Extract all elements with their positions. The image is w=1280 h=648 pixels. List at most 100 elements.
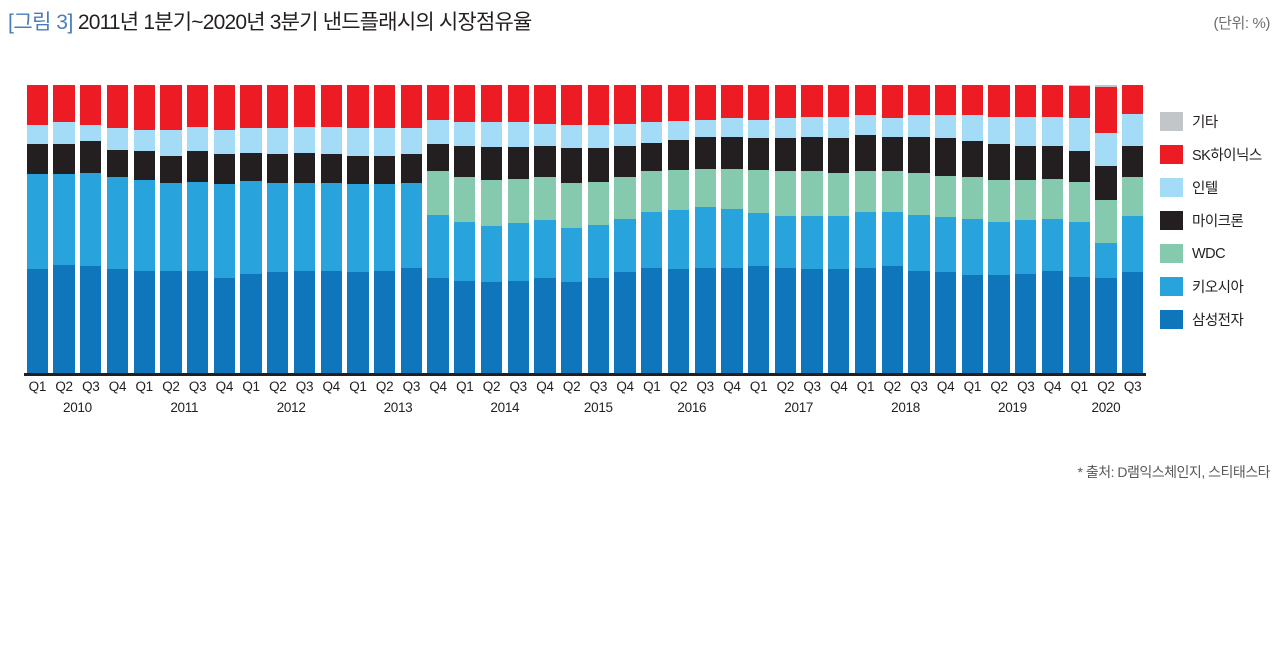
bar-segment [881, 136, 903, 172]
x-axis-quarter-tick: Q3 [589, 379, 608, 394]
bar-segment [747, 170, 770, 214]
bar-segment [1068, 86, 1090, 119]
bar-column [721, 85, 743, 373]
bar-segment [347, 128, 369, 156]
bar-segment [427, 85, 449, 120]
bar-segment [961, 115, 984, 142]
bar-segment [427, 144, 449, 172]
x-axis-quarter-tick: Q2 [55, 379, 73, 394]
bar-segment [934, 85, 957, 116]
x-axis-quarter-tick: Q4 [830, 379, 848, 394]
bar-segment [694, 119, 716, 137]
x-axis-quarter-tick: Q4 [536, 379, 554, 394]
bar-segment [774, 118, 797, 139]
bar-segment [1041, 85, 1064, 117]
bar-segment [961, 218, 984, 276]
x-axis-quarter-tick: Q2 [482, 379, 501, 394]
bar-segment [534, 220, 556, 278]
bar-segment [80, 85, 102, 126]
bar-segment [614, 177, 636, 219]
bar-segment [1068, 151, 1090, 182]
x-axis-quarter-tick: Q4 [429, 379, 447, 394]
x-axis-quarter-tick: Q1 [242, 379, 260, 394]
bar-column [934, 85, 957, 373]
bar-segment [373, 270, 396, 373]
bar-segment [694, 85, 716, 120]
bar-segment [721, 85, 743, 119]
bar-segment [53, 85, 75, 123]
bar-segment [614, 85, 636, 124]
bar-segment [320, 126, 342, 155]
legend-swatch-icon [1160, 145, 1183, 164]
bar-segment [80, 125, 102, 142]
bar-segment [828, 85, 850, 117]
bar-segment [774, 171, 797, 217]
bar-segment [213, 154, 236, 185]
legend-item[interactable]: 마이크론 [1160, 204, 1280, 237]
bar-segment [667, 85, 690, 122]
x-axis-quarter-tick: Q1 [643, 379, 661, 394]
bar-segment [854, 135, 877, 172]
bar-segment [480, 282, 503, 373]
x-axis-quarter-tick: Q3 [910, 379, 928, 394]
bar-segment [774, 138, 797, 172]
bar-segment [614, 272, 636, 373]
x-axis-quarter-tick: Q2 [562, 379, 581, 394]
x-axis-year-tick: 2017 [784, 400, 814, 415]
stacked-bar-chart-plot-area [24, 85, 1146, 373]
x-axis-year-tick: 2012 [276, 400, 306, 415]
bar-segment [988, 180, 1010, 222]
bar-column [801, 85, 823, 373]
bar-segment [801, 85, 823, 117]
bar-segment [641, 267, 663, 373]
legend-swatch-icon [1160, 211, 1183, 230]
bar-segment [320, 182, 342, 271]
bar-segment [560, 182, 583, 228]
bar-segment [908, 214, 930, 271]
legend-item[interactable]: 인텔 [1160, 171, 1280, 204]
bar-segment [1068, 118, 1090, 152]
bar-column [240, 85, 262, 373]
bar-segment [988, 275, 1010, 373]
bar-segment [186, 85, 209, 127]
legend-item[interactable]: WDC [1160, 237, 1280, 270]
x-axis-quarter-tick: Q2 [162, 379, 180, 394]
legend-item[interactable]: 기타 [1160, 105, 1280, 138]
figure-tag: [그림 3] [8, 11, 73, 34]
bar-segment [213, 129, 236, 155]
legend-item[interactable]: 키오시아 [1160, 270, 1280, 303]
bar-segment [133, 129, 155, 152]
bar-segment [373, 155, 396, 185]
bar-segment [26, 125, 49, 145]
bar-segment [507, 223, 529, 281]
x-axis-year-tick: 2014 [490, 400, 520, 415]
bar-segment [854, 211, 877, 268]
x-axis-quarter-tick: Q4 [936, 379, 955, 394]
bar-segment [106, 85, 129, 129]
x-axis-quarter-tick: Q2 [776, 379, 795, 394]
bar-segment [667, 139, 690, 170]
bar-segment [1041, 270, 1064, 373]
bar-segment [80, 172, 102, 267]
bar-segment [133, 180, 155, 271]
bar-segment [828, 216, 850, 270]
x-axis-quarter-tick: Q2 [1097, 379, 1115, 394]
bar-segment [854, 115, 877, 136]
bar-segment [454, 221, 476, 281]
bar-segment [133, 151, 155, 181]
bar-segment [106, 149, 129, 178]
bar-column [908, 85, 930, 373]
bar-segment [641, 122, 663, 143]
bar-segment [961, 85, 984, 116]
bar-segment [614, 218, 636, 273]
bar-segment [694, 168, 716, 208]
bar-segment [854, 85, 877, 116]
legend-item[interactable]: 삼성전자 [1160, 303, 1280, 336]
bar-segment [160, 182, 182, 271]
bar-segment [53, 265, 75, 373]
bar-segment [1095, 243, 1117, 278]
bar-column [213, 85, 236, 373]
legend-swatch-icon [1160, 112, 1183, 131]
legend-item[interactable]: SK하이닉스 [1160, 138, 1280, 171]
bar-column [427, 85, 449, 373]
